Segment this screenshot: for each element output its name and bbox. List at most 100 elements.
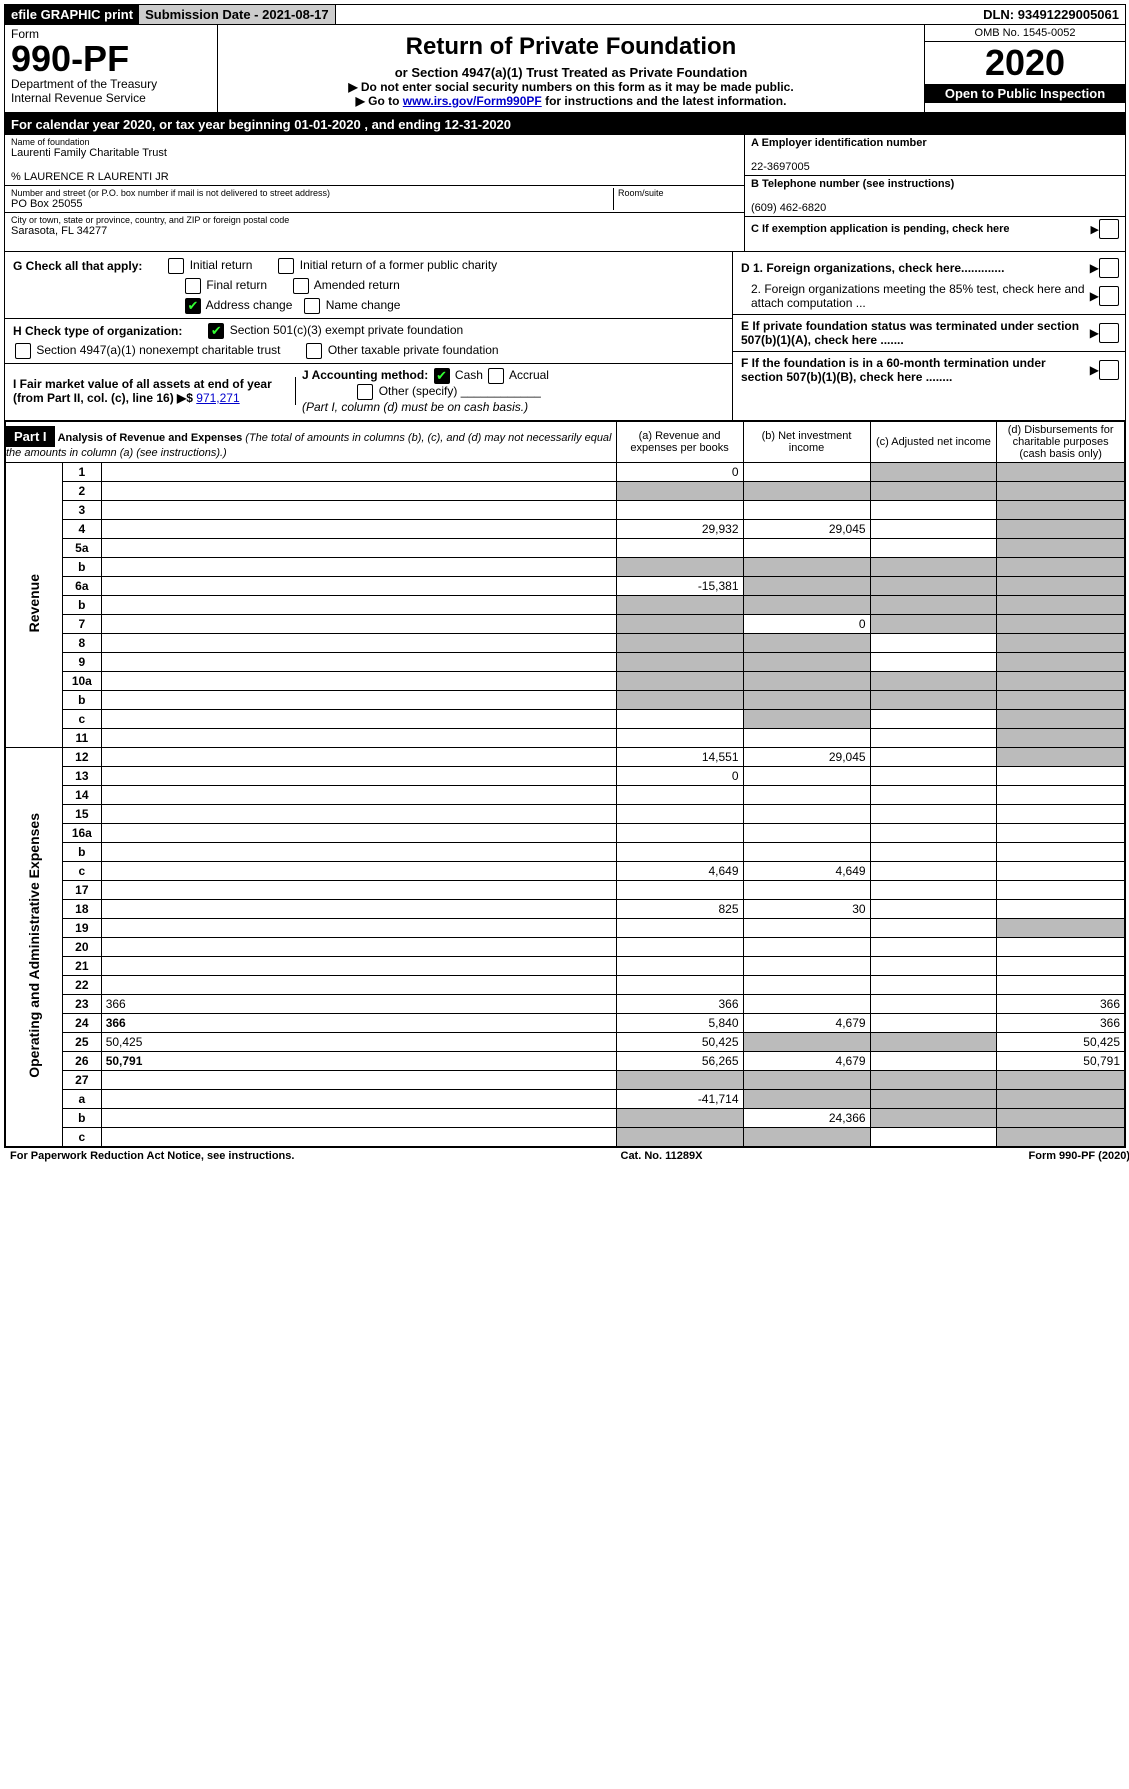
d2-row: 2. Foreign organizations meeting the 85%…: [739, 280, 1119, 312]
cell-d: 366: [997, 1014, 1125, 1033]
cell-a: 4,649: [616, 862, 743, 881]
g-initial: Initial return: [190, 258, 253, 272]
d2-cb[interactable]: [1099, 286, 1119, 306]
g-final: Final return: [206, 278, 267, 292]
dln-label: DLN:: [983, 7, 1018, 22]
submission-date: Submission Date - 2021-08-17: [139, 5, 336, 24]
g-row2: Final return Amended return: [11, 276, 726, 296]
line-desc: [101, 558, 616, 577]
e-cb[interactable]: [1099, 323, 1119, 343]
cell-d: 50,425: [997, 1033, 1125, 1052]
phone-label: B Telephone number (see instructions): [751, 178, 954, 190]
table-row: b24,366: [6, 1109, 1125, 1128]
g-initial-cb[interactable]: [168, 258, 184, 274]
e-label: E If private foundation status was termi…: [741, 319, 1079, 347]
line-desc: [101, 653, 616, 672]
line-desc: 50,425: [101, 1033, 616, 1052]
f-cb[interactable]: [1099, 360, 1119, 380]
d1-row: D 1. Foreign organizations, check here..…: [739, 256, 1119, 280]
g-address-cb[interactable]: ✔: [185, 298, 201, 314]
cell-d: [997, 501, 1125, 520]
table-row: 70: [6, 615, 1125, 634]
table-row: c: [6, 710, 1125, 729]
table-row: 2650,79156,2654,67950,791: [6, 1052, 1125, 1071]
header-center: Return of Private Foundation or Section …: [218, 25, 924, 112]
line-desc: [101, 976, 616, 995]
line-desc: [101, 482, 616, 501]
g-final-cb[interactable]: [185, 278, 201, 294]
efile-label: efile GRAPHIC print: [5, 5, 139, 24]
g-former-cb[interactable]: [278, 258, 294, 274]
cell-d: [997, 634, 1125, 653]
cell-d: [997, 710, 1125, 729]
table-row: 2: [6, 482, 1125, 501]
line-desc: 366: [101, 995, 616, 1014]
table-row: Operating and Administrative Expenses121…: [6, 748, 1125, 767]
line-desc: [101, 672, 616, 691]
cell-a: [616, 615, 743, 634]
cell-b: [743, 881, 870, 900]
cell-a: [616, 596, 743, 615]
line-number: 24: [63, 1014, 102, 1033]
cell-c: [870, 710, 997, 729]
cell-d: [997, 596, 1125, 615]
g-former: Initial return of a former public charit…: [300, 258, 497, 272]
cell-d: [997, 957, 1125, 976]
ein-value: 22-3697005: [751, 161, 810, 173]
cell-a: [616, 634, 743, 653]
h-501c3-cb[interactable]: ✔: [208, 323, 224, 339]
line-number: c: [63, 1128, 102, 1147]
cell-c: [870, 862, 997, 881]
table-row: 14: [6, 786, 1125, 805]
col-d-header: (d) Disbursements for charitable purpose…: [997, 422, 1125, 463]
cell-b: [743, 824, 870, 843]
i-value[interactable]: 971,271: [196, 391, 239, 405]
g-name-cb[interactable]: [304, 298, 320, 314]
cell-d: [997, 767, 1125, 786]
line-desc: [101, 729, 616, 748]
j-other-cb[interactable]: [357, 384, 373, 400]
cell-c: [870, 634, 997, 653]
cell-c: [870, 501, 997, 520]
j-cash-cb[interactable]: ✔: [434, 368, 450, 384]
cell-d: [997, 938, 1125, 957]
line-number: 10a: [63, 672, 102, 691]
cell-c: [870, 919, 997, 938]
table-row: 6a-15,381: [6, 577, 1125, 596]
line-number: 9: [63, 653, 102, 672]
h-row: H Check type of organization: ✔ Section …: [11, 321, 726, 341]
cell-d: [997, 843, 1125, 862]
h-4947-cb[interactable]: [15, 343, 31, 359]
line-desc: [101, 862, 616, 881]
cell-b: 29,045: [743, 520, 870, 539]
addr-row: Number and street (or P.O. box number if…: [5, 186, 744, 213]
cell-c: [870, 976, 997, 995]
line-desc: [101, 710, 616, 729]
expenses-side: Operating and Administrative Expenses: [6, 748, 63, 1147]
table-row: 3: [6, 501, 1125, 520]
g-amended-cb[interactable]: [293, 278, 309, 294]
f-row: F If the foundation is in a 60-month ter…: [739, 354, 1119, 386]
line-number: 12: [63, 748, 102, 767]
cell-b: [743, 805, 870, 824]
cell-a: -15,381: [616, 577, 743, 596]
care-of: % LAURENCE R LAURENTI JR: [11, 171, 738, 183]
cell-c: [870, 691, 997, 710]
line-number: 23: [63, 995, 102, 1014]
cell-b: [743, 976, 870, 995]
subdate-value: 2021-08-17: [262, 7, 329, 22]
h-other-cb[interactable]: [306, 343, 322, 359]
ein-label: A Employer identification number: [751, 137, 927, 149]
d1-cb[interactable]: [1099, 258, 1119, 278]
address: PO Box 25055: [11, 198, 613, 210]
cell-b: 4,679: [743, 1052, 870, 1071]
j-accrual-cb[interactable]: [488, 368, 504, 384]
cell-b: 4,649: [743, 862, 870, 881]
pending-checkbox[interactable]: [1099, 219, 1119, 239]
j-label: J Accounting method:: [302, 368, 428, 382]
irs-link[interactable]: www.irs.gov/Form990PF: [403, 94, 542, 108]
table-row: c4,6494,649: [6, 862, 1125, 881]
line-desc: [101, 957, 616, 976]
f-label: F If the foundation is in a 60-month ter…: [741, 356, 1046, 384]
cell-c: [870, 482, 997, 501]
